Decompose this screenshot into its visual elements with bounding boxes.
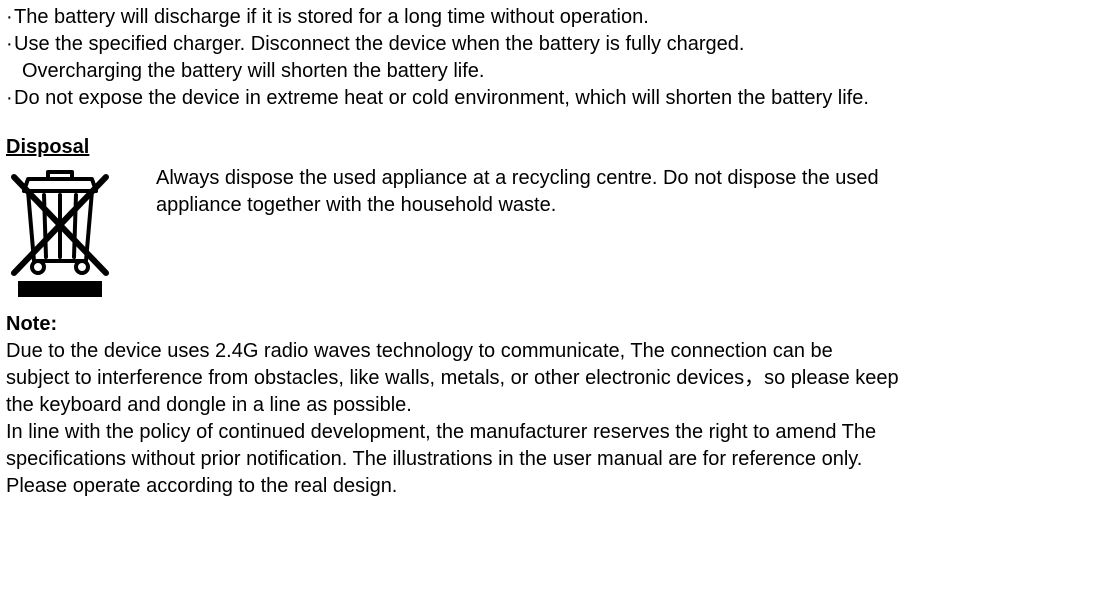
disposal-block: Always dispose the used appliance at a r…: [6, 165, 1109, 299]
battery-bullet-3: · Do not expose the device in extreme he…: [6, 85, 1109, 112]
note-p2-l1: In line with the policy of continued dev…: [6, 419, 1109, 446]
battery-bullet-1: · The battery will discharge if it is st…: [6, 4, 1109, 31]
battery-bullet-3-text: Do not expose the device in extreme heat…: [14, 85, 869, 112]
note-p1-l3: the keyboard and dongle in a line as pos…: [6, 392, 1109, 419]
bullet-dot: ·: [6, 85, 14, 112]
battery-bullet-2: · Use the specified charger. Disconnect …: [6, 31, 1109, 58]
disposal-text-line2: appliance together with the household wa…: [156, 192, 879, 219]
note-p1-l2: subject to interference from obstacles, …: [6, 365, 1109, 392]
disposal-heading: Disposal: [6, 134, 1109, 161]
battery-bullet-2-text: Use the specified charger. Disconnect th…: [14, 31, 744, 58]
bullet-dot: ·: [6, 31, 14, 58]
battery-bullet-2-cont: Overcharging the battery will shorten th…: [6, 58, 1109, 85]
disposal-text-block: Always dispose the used appliance at a r…: [156, 165, 879, 219]
note-heading: Note:: [6, 311, 1109, 338]
bullet-dot: ·: [6, 4, 14, 31]
note-p1-l1: Due to the device uses 2.4G radio waves …: [6, 338, 1109, 365]
note-p2-l3: Please operate according to the real des…: [6, 473, 1109, 500]
battery-bullet-1-text: The battery will discharge if it is stor…: [14, 4, 649, 31]
weee-bin-icon: [6, 169, 116, 299]
disposal-text-line1: Always dispose the used appliance at a r…: [156, 165, 879, 192]
page: · The battery will discharge if it is st…: [0, 0, 1115, 608]
note-p2-l2: specifications without prior notificatio…: [6, 446, 1109, 473]
